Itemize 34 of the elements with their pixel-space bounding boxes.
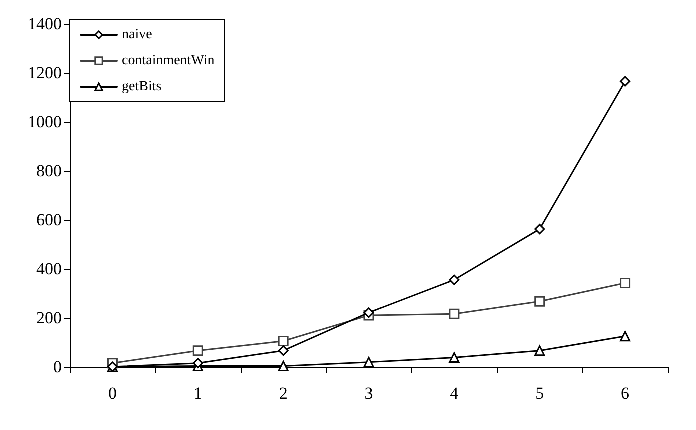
y-tick-label: 1400 [28,14,62,34]
point [449,352,460,363]
y-tick-label: 800 [36,162,62,180]
x-tick-label: 1 [194,384,202,403]
point [278,361,289,372]
x-tick-label: 5 [536,384,544,403]
x-tick-label: 6 [621,384,630,403]
point [534,346,546,356]
y-tick-label: 1000 [28,112,62,132]
x-tick-label: 2 [279,384,288,403]
point [620,76,631,87]
y-tick-label: 400 [36,260,62,278]
point [192,358,204,369]
point [364,308,374,318]
point [278,336,289,347]
point [534,224,546,235]
point [449,274,460,286]
point [620,331,631,342]
legend-label: getBits [122,80,162,94]
legend-label: naive [122,28,152,42]
point [192,346,204,356]
point [620,278,631,288]
y-tick-label: 600 [36,210,62,230]
legend-label: containmentWin [122,54,215,68]
point [534,296,546,307]
point [364,357,374,368]
x-tick-label: 4 [450,384,460,403]
x-tick-label: 0 [108,384,117,403]
y-tick-label: 0 [54,358,62,376]
point [449,308,460,320]
point [278,346,289,356]
y-tick-label: 200 [36,308,62,328]
y-tick-label: 1200 [28,64,62,82]
x-tick-label: 3 [364,384,374,403]
